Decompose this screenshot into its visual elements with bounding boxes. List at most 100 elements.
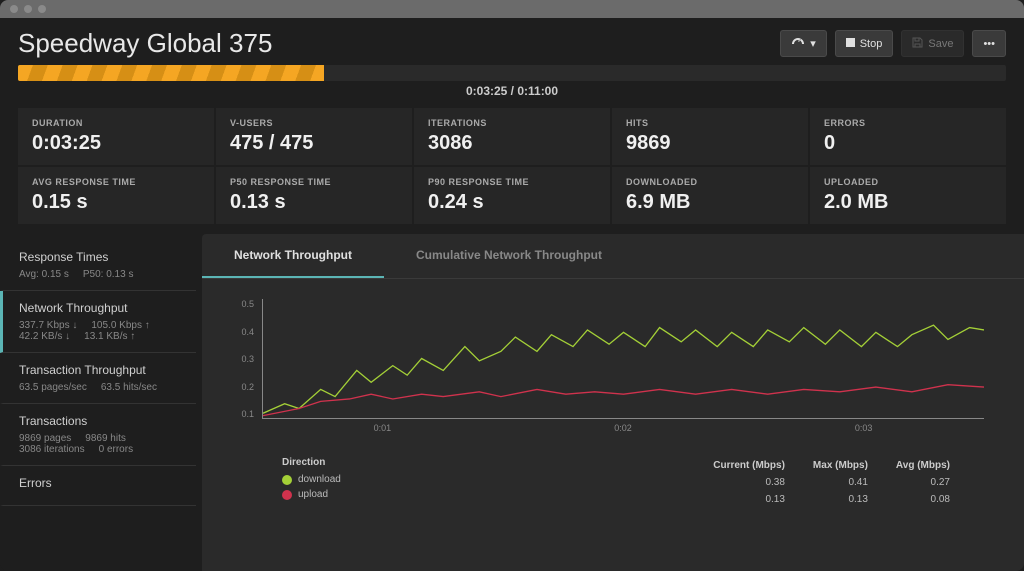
- metric-label: ERRORS: [824, 118, 992, 128]
- progress-bar: [18, 65, 1006, 81]
- legend-name: download: [298, 474, 341, 485]
- metric-label: P90 RESPONSE TIME: [428, 177, 596, 187]
- metric-cell: V-USERS 475 / 475: [216, 108, 412, 165]
- app-frame: Speedway Global 375 ▾ Stop Save •••: [0, 18, 1024, 571]
- sidebar-item[interactable]: Transactions 9869 pages9869 hits3086 iter…: [0, 404, 196, 466]
- legend-header: Direction: [282, 457, 341, 468]
- legend-val: 0.08: [882, 491, 964, 508]
- chart-svg: [263, 299, 984, 418]
- sidebar-item[interactable]: Network Throughput 337.7 Kbps ↓105.0 Kbps…: [0, 291, 196, 353]
- legend-table: Current (Mbps)Max (Mbps)Avg (Mbps)0.380.…: [699, 457, 964, 508]
- legend-val: 0.41: [799, 474, 882, 491]
- metric-value: 0.24 s: [428, 191, 596, 214]
- legend-swatch: [282, 475, 292, 485]
- metric-value: 9869: [626, 132, 794, 155]
- speed-button[interactable]: ▾: [780, 30, 827, 57]
- sidebar-item-detail: 3086 iterations0 errors: [19, 444, 180, 455]
- metric-cell: AVG RESPONSE TIME 0.15 s: [18, 167, 214, 224]
- metric-label: AVG RESPONSE TIME: [32, 177, 200, 187]
- legend-col: Max (Mbps): [799, 457, 882, 474]
- sidebar-item-title: Transaction Throughput: [19, 363, 180, 377]
- body: Response TimesAvg: 0.15 sP50: 0.13 sNetw…: [0, 234, 1024, 571]
- page-title: Speedway Global 375: [18, 28, 272, 59]
- save-icon: [912, 37, 923, 51]
- legend-row: upload: [282, 489, 341, 500]
- legend-col: Avg (Mbps): [882, 457, 964, 474]
- metric-value: 2.0 MB: [824, 191, 992, 214]
- content-panel: Network ThroughputCumulative Network Thr…: [202, 234, 1024, 571]
- metric-cell: ITERATIONS 3086: [414, 108, 610, 165]
- chart-series-upload: [263, 385, 984, 416]
- progress-time: 0:03:25 / 0:11:00: [18, 84, 1006, 98]
- chart-plot: [262, 299, 984, 419]
- metric-label: DURATION: [32, 118, 200, 128]
- sidebar-item-title: Errors: [19, 476, 180, 490]
- chart-x-axis: 0:010:020:03: [262, 423, 984, 433]
- sidebar-item[interactable]: Transaction Throughput 63.5 pages/sec63.5…: [0, 353, 196, 404]
- more-icon: •••: [983, 38, 995, 50]
- metrics-grid: DURATION 0:03:25 V-USERS 475 / 475 ITERATION…: [0, 102, 1024, 234]
- chart-legend: Direction download upload Current (Mbps)Ma…: [202, 443, 1024, 518]
- save-button[interactable]: Save: [901, 30, 964, 57]
- legend-swatch: [282, 490, 292, 500]
- legend-series: Direction download upload: [282, 457, 341, 508]
- chart-y-axis: 0.50.40.30.20.1: [232, 299, 254, 419]
- legend-val: 0.27: [882, 474, 964, 491]
- stop-button[interactable]: Stop: [835, 30, 894, 57]
- window-titlebar: [0, 0, 1024, 18]
- sidebar-item-title: Transactions: [19, 414, 180, 428]
- metric-value: 3086: [428, 132, 596, 155]
- gauge-icon: [791, 36, 805, 51]
- header-actions: ▾ Stop Save •••: [780, 30, 1006, 57]
- metric-cell: P50 RESPONSE TIME 0.13 s: [216, 167, 412, 224]
- metric-value: 0.15 s: [32, 191, 200, 214]
- sidebar-item[interactable]: Response TimesAvg: 0.15 sP50: 0.13 s: [0, 240, 196, 291]
- traffic-light-min[interactable]: [24, 5, 32, 13]
- tab[interactable]: Network Throughput: [202, 234, 384, 278]
- metric-label: V-USERS: [230, 118, 398, 128]
- metric-label: P50 RESPONSE TIME: [230, 177, 398, 187]
- metric-cell: P90 RESPONSE TIME 0.24 s: [414, 167, 610, 224]
- sidebar-item-title: Response Times: [19, 250, 180, 264]
- tab[interactable]: Cumulative Network Throughput: [384, 234, 634, 278]
- metric-label: ITERATIONS: [428, 118, 596, 128]
- metric-cell: DOWNLOADED 6.9 MB: [612, 167, 808, 224]
- metric-cell: UPLOADED 2.0 MB: [810, 167, 1006, 224]
- chart-area: 0.50.40.30.20.1 0:010:020:03: [202, 279, 1024, 443]
- metric-label: HITS: [626, 118, 794, 128]
- metric-cell: DURATION 0:03:25: [18, 108, 214, 165]
- more-button[interactable]: •••: [972, 30, 1006, 57]
- legend-col: Current (Mbps): [699, 457, 799, 474]
- sidebar-item-detail: 42.2 KB/s ↓13.1 KB/s ↑: [19, 331, 180, 342]
- legend-val: 0.13: [699, 491, 799, 508]
- legend-row: download: [282, 474, 341, 485]
- metric-value: 0:03:25: [32, 132, 200, 155]
- metric-label: DOWNLOADED: [626, 177, 794, 187]
- legend-val: 0.13: [799, 491, 882, 508]
- sidebar-item-detail: 63.5 pages/sec63.5 hits/sec: [19, 382, 180, 393]
- sidebar: Response TimesAvg: 0.15 sP50: 0.13 sNetw…: [0, 234, 196, 571]
- legend-name: upload: [298, 489, 328, 500]
- metric-label: UPLOADED: [824, 177, 992, 187]
- header: Speedway Global 375 ▾ Stop Save •••: [0, 18, 1024, 65]
- sidebar-item-title: Network Throughput: [19, 301, 180, 315]
- tabs: Network ThroughputCumulative Network Thr…: [202, 234, 1024, 279]
- progress-fill: [18, 65, 324, 81]
- traffic-light-max[interactable]: [38, 5, 46, 13]
- metric-cell: HITS 9869: [612, 108, 808, 165]
- sidebar-item-detail: 337.7 Kbps ↓105.0 Kbps ↑: [19, 320, 180, 331]
- chart-series-download: [263, 325, 984, 413]
- metric-value: 0: [824, 132, 992, 155]
- sidebar-item-detail: 9869 pages9869 hits: [19, 433, 180, 444]
- save-label: Save: [928, 38, 953, 50]
- metric-cell: ERRORS 0: [810, 108, 1006, 165]
- metric-value: 475 / 475: [230, 132, 398, 155]
- chevron-down-icon: ▾: [810, 37, 816, 50]
- stop-icon: [846, 38, 855, 50]
- stop-label: Stop: [860, 38, 883, 50]
- metric-value: 6.9 MB: [626, 191, 794, 214]
- legend-val: 0.38: [699, 474, 799, 491]
- metric-value: 0.13 s: [230, 191, 398, 214]
- traffic-light-close[interactable]: [10, 5, 18, 13]
- sidebar-item[interactable]: Errors: [0, 466, 196, 506]
